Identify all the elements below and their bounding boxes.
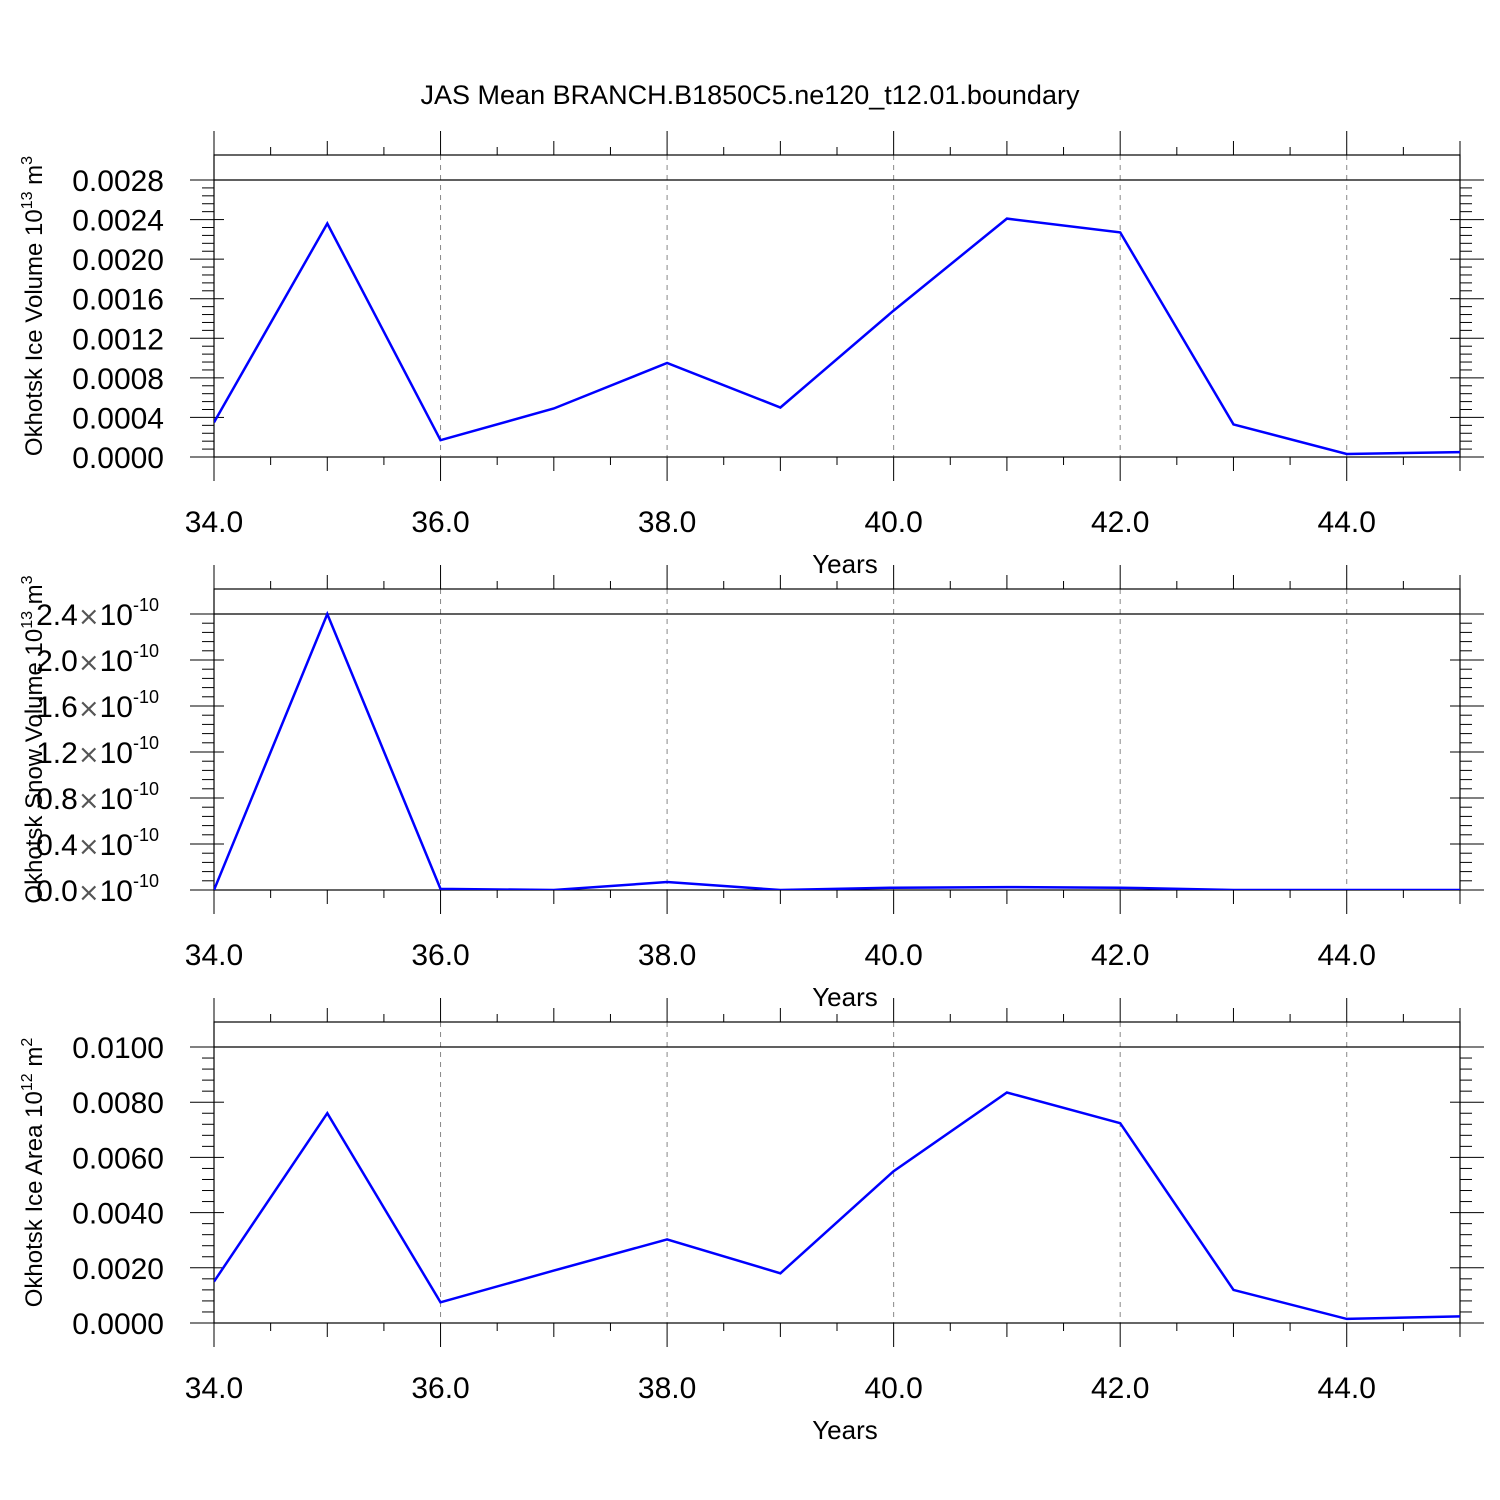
x-tick-label: 34.0: [185, 1372, 243, 1405]
x-tick-label: 44.0: [1318, 1372, 1376, 1405]
x-tick-label: 34.0: [185, 939, 243, 972]
x-tick-label: 34.0: [185, 506, 243, 539]
x-tick-label: 38.0: [638, 506, 696, 539]
y-axis-label: Okhotsk Ice Volume 1013 m3: [19, 156, 48, 456]
y-tick-label: 0.0000: [72, 1308, 164, 1341]
x-axis-label: Years: [812, 549, 878, 579]
y-tick-label: 0.0020: [72, 1253, 164, 1286]
x-tick-label: 42.0: [1091, 506, 1149, 539]
x-tick-label: 38.0: [638, 1372, 696, 1405]
y-tick-label: 0.0080: [72, 1087, 164, 1120]
x-tick-label: 36.0: [411, 506, 469, 539]
x-axis-label: Years: [812, 1415, 878, 1445]
y-axis-label: Okhotsk Ice Area 1012 m2: [19, 1038, 48, 1308]
panel-2: 34.0 36.0 38.0 40.0 42.0 44.0 0.0×10-10 0.4×10-…: [19, 565, 1484, 1012]
plot-frame: [213, 1021, 1461, 1324]
panel-3: 34.0 36.0 38.0 40.0 42.0 44.0 0.0000 0.0020 0.00…: [19, 998, 1484, 1445]
x-tick-label: 38.0: [638, 939, 696, 972]
x-axis-label: Years: [812, 982, 878, 1012]
x-tick-label: 40.0: [864, 939, 922, 972]
y-tick-label: 0.0028: [72, 165, 164, 198]
y-tick-label: 0.0100: [72, 1032, 164, 1065]
y-tick-label: 1.2×10-10: [36, 733, 159, 770]
panel-1: 34.0 36.0 38.0 40.0 42.0 44.0 0.0000 0.0004 0.00…: [19, 131, 1484, 579]
x-tick-label: 44.0: [1318, 939, 1376, 972]
panels: 34.0 36.0 38.0 40.0 42.0 44.0 0.0000 0.0004 0.00…: [19, 131, 1484, 1445]
x-tick-label: 40.0: [864, 506, 922, 539]
series-line: [214, 217, 1460, 456]
y-tick-label: 0.0×10-10: [36, 871, 159, 908]
y-tick-label: 0.0008: [72, 363, 164, 396]
x-tick-label: 42.0: [1091, 1372, 1149, 1405]
y-tick-label: 0.0016: [72, 284, 164, 317]
y-tick-label: 0.0040: [72, 1198, 164, 1231]
y-tick-label: 1.6×10-10: [36, 687, 159, 724]
figure-title: JAS Mean BRANCH.B1850C5.ne120_t12.01.bou…: [421, 80, 1080, 110]
x-tick-label: 44.0: [1318, 506, 1376, 539]
x-tick-label: 36.0: [411, 1372, 469, 1405]
y-tick-label: 0.4×10-10: [36, 825, 159, 862]
y-tick-label: 2.4×10-10: [36, 595, 159, 632]
y-axis-label: Okhotsk Snow Volume 1013 m3: [19, 575, 48, 903]
x-tick-label: 40.0: [864, 1372, 922, 1405]
series-line: [214, 610, 1460, 890]
y-tick-label: 0.8×10-10: [36, 779, 159, 816]
y-tick-label: 0.0000: [72, 442, 164, 475]
plot-frame: [213, 588, 1461, 891]
y-tick-label: 0.0060: [72, 1142, 164, 1175]
x-tick-label: 42.0: [1091, 939, 1149, 972]
y-tick-label: 2.0×10-10: [36, 641, 159, 678]
y-tick-label: 0.0012: [72, 323, 164, 356]
y-tick-label: 0.0024: [72, 205, 164, 238]
x-tick-label: 36.0: [411, 939, 469, 972]
series-line: [214, 1091, 1460, 1321]
plot-frame: [213, 154, 1461, 458]
y-tick-label: 0.0020: [72, 244, 164, 277]
y-tick-label: 0.0004: [72, 402, 164, 435]
